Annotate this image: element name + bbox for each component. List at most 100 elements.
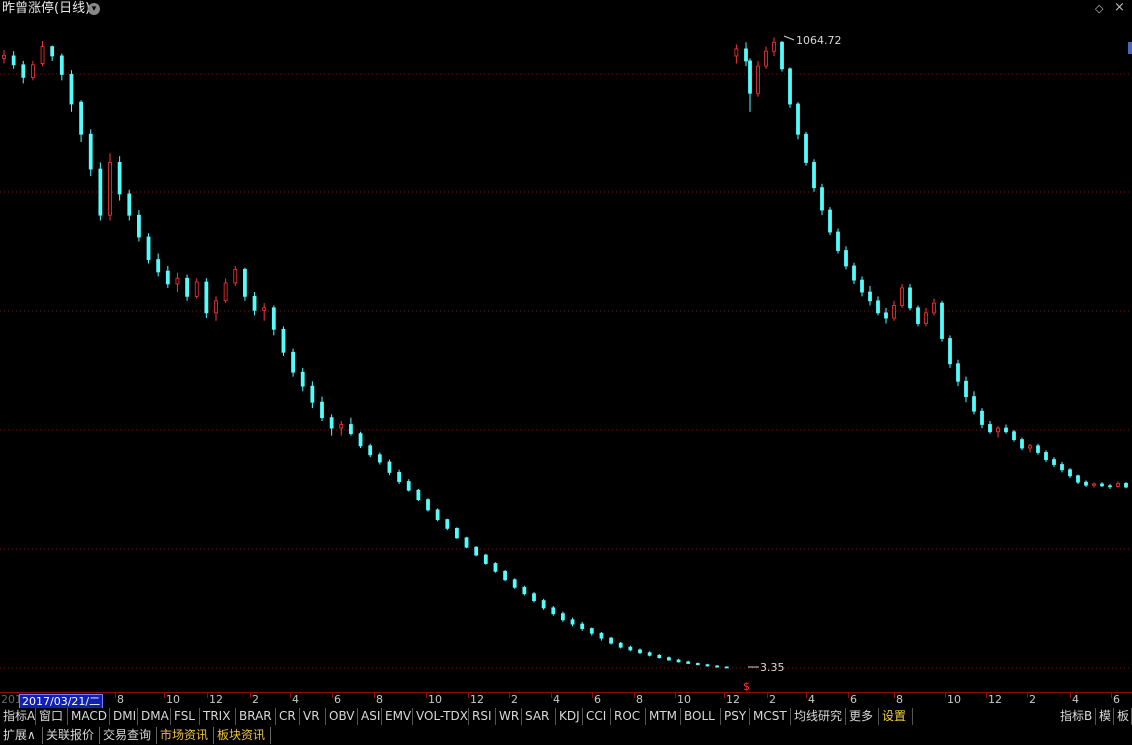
bottom-tab[interactable]: 板块资讯 [214, 727, 271, 744]
axis-start-label: 201 [1, 693, 22, 706]
grid-lines [0, 73, 1132, 669]
candle [1084, 480, 1088, 488]
diamond-icon[interactable]: ◇ [1095, 2, 1104, 15]
tab-indicator[interactable]: DMI [110, 708, 138, 725]
tab-indicator[interactable]: ROC [611, 708, 646, 725]
candle [876, 296, 880, 316]
tab-indicator[interactable]: CCI [583, 708, 611, 725]
candle-body [137, 214, 141, 238]
candle [108, 153, 112, 221]
tab-indicator[interactable]: ASI [358, 708, 382, 725]
candle-body [892, 305, 896, 319]
tab-indicator[interactable]: BRAR [236, 708, 276, 725]
candle-body [349, 424, 353, 435]
chevron-down-icon[interactable]: ▾ [88, 3, 100, 15]
chart-title: 昨曾涨停(日线) [2, 1, 91, 16]
tab-right[interactable]: 模 [1096, 708, 1114, 725]
candle-body [117, 162, 122, 195]
tab-indicator[interactable]: VR [300, 708, 326, 725]
candle [589, 627, 594, 636]
candle [924, 307, 928, 327]
candle-body [377, 454, 382, 463]
tab-indicator[interactable]: TRIX [200, 708, 236, 725]
candle [724, 666, 729, 669]
tab-right[interactable]: 板 [1114, 708, 1132, 725]
tab-indicator[interactable]: FSL [171, 708, 200, 725]
candle [956, 359, 960, 387]
bottom-tab[interactable]: 扩展∧ [0, 727, 43, 744]
date-axis: 201 2017/03/21/二 8 10 12 2 4 6 8 10 12 2 4 6 8 10 12 2 4… [0, 692, 1132, 709]
tab-indicator[interactable]: MTM [646, 708, 681, 725]
tab-indicator[interactable]: 均线研究 [791, 708, 846, 725]
candle [214, 296, 218, 321]
candle [483, 553, 488, 565]
candle-body [503, 570, 507, 581]
candle-body [695, 663, 700, 666]
candle [686, 660, 691, 665]
date-tick-label: 2 [1029, 693, 1036, 706]
tab-indicator[interactable]: DMA [138, 708, 171, 725]
annotations: 1064.72 3.35 $ [743, 34, 842, 692]
candle-body [69, 74, 74, 105]
tab-indicator[interactable]: 设置 [879, 708, 913, 725]
candle [948, 335, 952, 368]
scroll-marker[interactable] [1128, 42, 1132, 54]
bottom-tab[interactable]: 交易查询 [100, 727, 157, 744]
candle-body [956, 363, 960, 382]
bottom-tab[interactable]: 关联报价 [43, 727, 100, 744]
tab-indicator[interactable]: SAR [522, 708, 556, 725]
date-tick-mark [374, 693, 375, 698]
candle [561, 611, 565, 622]
candle-body [387, 461, 392, 473]
tab-indicator[interactable]: 指标A [0, 708, 36, 725]
candle-body [320, 401, 324, 419]
bottom-tab[interactable]: 市场资讯 [157, 727, 214, 744]
candle [916, 305, 920, 327]
candle-body [551, 607, 556, 615]
price-chart[interactable]: 1064.72 3.35 $ [0, 0, 1132, 692]
candle-body [580, 623, 585, 629]
candle-body [2, 54, 6, 59]
tab-indicator[interactable]: BOLL [681, 708, 721, 725]
candle-body [570, 619, 575, 625]
candle-body [686, 661, 691, 664]
tab-indicator[interactable]: KDJ [556, 708, 583, 725]
tab-indicator[interactable]: PSY [721, 708, 750, 725]
tab-right[interactable]: 指标B [1057, 708, 1096, 725]
close-icon[interactable]: × [1114, 0, 1125, 15]
tab-indicator[interactable]: OBV [326, 708, 358, 725]
candle [455, 527, 459, 539]
candle [996, 426, 1000, 438]
tab-indicator[interactable]: VOL-TDX [413, 708, 469, 725]
date-tick-label: 4 [553, 693, 560, 706]
candle [320, 396, 324, 422]
tab-indicator[interactable]: 窗口 [36, 708, 68, 725]
tab-indicator[interactable]: WR [496, 708, 522, 725]
candle [79, 100, 83, 142]
tab-indicator[interactable]: MACD [68, 708, 110, 725]
tab-indicator[interactable]: RSI [469, 708, 496, 725]
candle [98, 162, 103, 221]
candle [223, 278, 228, 304]
candle-body [1060, 464, 1064, 471]
candle-body [1044, 452, 1048, 460]
tab-indicator[interactable]: EMV [382, 708, 413, 725]
date-tick-mark [250, 693, 251, 698]
date-tick-label: 12 [726, 693, 740, 706]
tab-indicator[interactable]: CR [276, 708, 300, 725]
candle [137, 210, 141, 242]
candle-body [88, 133, 93, 170]
date-tick-mark [551, 693, 552, 698]
candle-body [676, 659, 681, 663]
tab-indicator[interactable]: 更多 [846, 708, 879, 725]
tab-indicator[interactable]: MCST [750, 708, 791, 725]
candle [291, 348, 295, 377]
candle-body [329, 417, 334, 429]
candle [1028, 443, 1032, 453]
date-tick-label: 4 [808, 693, 815, 706]
candle [657, 654, 662, 659]
candle [21, 60, 26, 84]
candle [868, 285, 872, 306]
candle [11, 51, 16, 69]
candle-body [852, 265, 856, 281]
